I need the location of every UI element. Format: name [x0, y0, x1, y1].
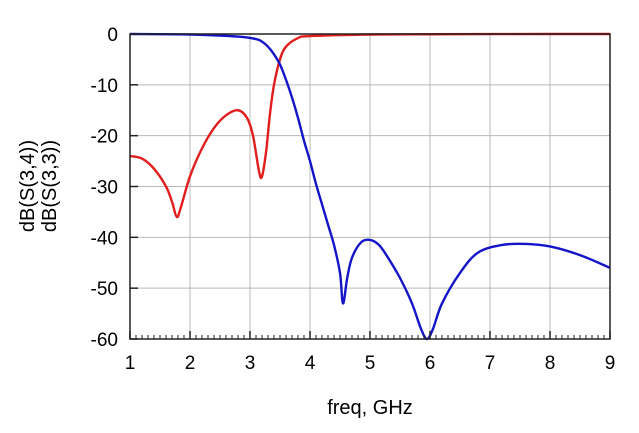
x-axis-ticks: 1 2 3 4 5 6 7 8 9	[125, 331, 616, 374]
x-tick-label: 4	[305, 353, 316, 374]
series-layer	[130, 32, 610, 341]
series-line-s34	[130, 32, 610, 341]
x-tick-label: 7	[485, 353, 496, 374]
y-tick-label: -30	[91, 178, 118, 199]
x-tick-label: 8	[545, 353, 556, 374]
y-tick-label: -60	[91, 330, 118, 351]
x-tick-label: 1	[125, 353, 136, 374]
x-tick-label: 9	[605, 353, 616, 374]
y-tick-label: 0	[107, 25, 118, 46]
y-tick-label: -10	[91, 76, 118, 97]
x-tick-label: 2	[185, 353, 196, 374]
series-line-s33	[130, 32, 610, 219]
y-axis-label-s33: dB(S(3,3))	[39, 140, 61, 232]
x-axis-minor-ticks	[135, 335, 605, 339]
y-tick-label: -20	[91, 127, 118, 148]
x-tick-label: 5	[365, 353, 376, 374]
y-tick-label: -40	[91, 228, 118, 249]
y-axis-ticks: 0 -10 -20 -30 -40 -50 -60	[91, 25, 138, 351]
x-tick-label: 6	[425, 353, 436, 374]
x-tick-label: 3	[245, 353, 256, 374]
x-axis-label: freq, GHz	[327, 397, 413, 419]
y-axis-label-s34: dB(S(3,4))	[17, 140, 39, 232]
y-tick-label: -50	[91, 279, 118, 300]
